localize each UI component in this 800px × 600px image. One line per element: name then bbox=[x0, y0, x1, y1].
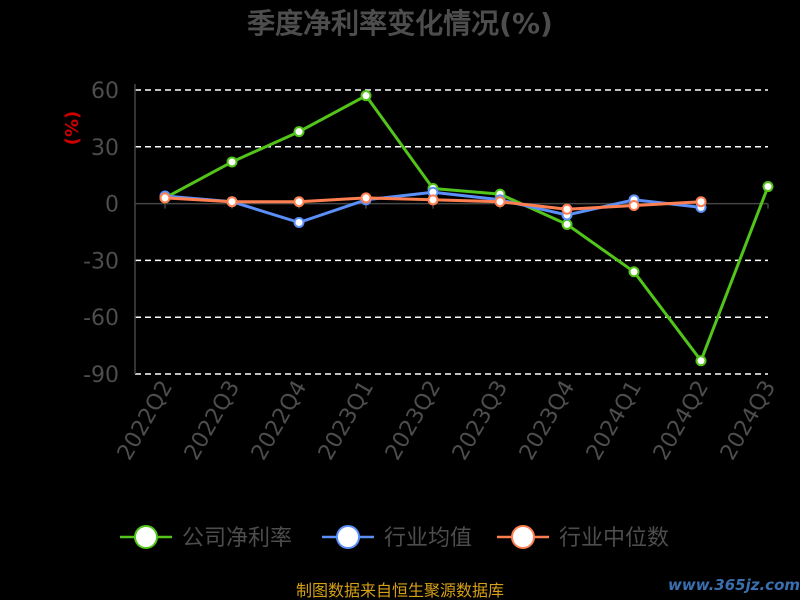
series-1 bbox=[159, 90, 774, 367]
data-point bbox=[628, 266, 640, 278]
legend-marker bbox=[336, 525, 360, 549]
data-point bbox=[360, 90, 372, 102]
x-tick-label: 2022Q3 bbox=[180, 377, 245, 465]
legend-item[interactable]: 行业中位数 bbox=[497, 525, 669, 551]
y-tick-label: 60 bbox=[91, 79, 119, 104]
y-tick-label: -60 bbox=[83, 306, 119, 331]
data-point bbox=[561, 203, 573, 215]
y-tick-labels: 60 30 0 -30 -60 -90 bbox=[83, 79, 119, 388]
watermark: www.365jz.com bbox=[668, 576, 800, 594]
y-tick-label: 30 bbox=[91, 136, 119, 161]
data-point bbox=[561, 218, 573, 230]
legend-label: 行业均值 bbox=[384, 526, 472, 551]
legend-item[interactable]: 行业均值 bbox=[322, 525, 472, 551]
data-point bbox=[293, 126, 305, 138]
x-tick-labels: 2022Q2 2022Q3 2022Q4 2023Q1 2023Q2 2023Q3 2023… bbox=[113, 377, 781, 465]
series-3 bbox=[159, 192, 707, 215]
data-point bbox=[427, 194, 439, 206]
x-tick-label: 2022Q4 bbox=[247, 377, 312, 465]
legend-marker bbox=[134, 525, 158, 549]
data-point bbox=[226, 156, 238, 168]
data-point bbox=[695, 196, 707, 208]
x-tick-label: 2024Q3 bbox=[716, 377, 781, 465]
x-tick-label: 2024Q2 bbox=[649, 377, 714, 465]
y-tick-label: -90 bbox=[83, 363, 119, 388]
legend-item[interactable]: 公司净利率 bbox=[120, 525, 292, 551]
series-layer bbox=[159, 90, 774, 367]
y-axis-label: (%) bbox=[62, 111, 83, 146]
data-point bbox=[159, 192, 171, 204]
grid bbox=[135, 89, 768, 375]
x-tick-label: 2023Q4 bbox=[515, 377, 580, 465]
x-tick-label: 2022Q2 bbox=[113, 377, 178, 465]
x-tick-label: 2023Q1 bbox=[314, 377, 379, 465]
data-point bbox=[226, 196, 238, 208]
legend[interactable]: 公司净利率 行业均值 行业中位数 bbox=[120, 525, 669, 551]
data-point bbox=[293, 196, 305, 208]
x-tick-label: 2023Q2 bbox=[381, 377, 446, 465]
data-point bbox=[628, 199, 640, 211]
chart-title: 季度净利率变化情况(%) bbox=[247, 7, 553, 40]
data-point bbox=[695, 355, 707, 367]
y-tick-label: -30 bbox=[83, 249, 119, 274]
source-note: 制图数据来自恒生聚源数据库 bbox=[296, 581, 504, 600]
legend-marker bbox=[511, 525, 535, 549]
series-line bbox=[164, 94, 770, 363]
x-tick-label: 2024Q1 bbox=[582, 377, 647, 465]
data-point bbox=[762, 181, 774, 193]
data-point bbox=[494, 196, 506, 208]
data-point bbox=[293, 217, 305, 229]
data-point bbox=[360, 192, 372, 204]
axes bbox=[134, 84, 769, 374]
y-tick-label: 0 bbox=[105, 193, 119, 218]
legend-label: 行业中位数 bbox=[559, 526, 669, 551]
x-tick-label: 2023Q3 bbox=[448, 377, 513, 465]
legend-label: 公司净利率 bbox=[182, 526, 292, 551]
